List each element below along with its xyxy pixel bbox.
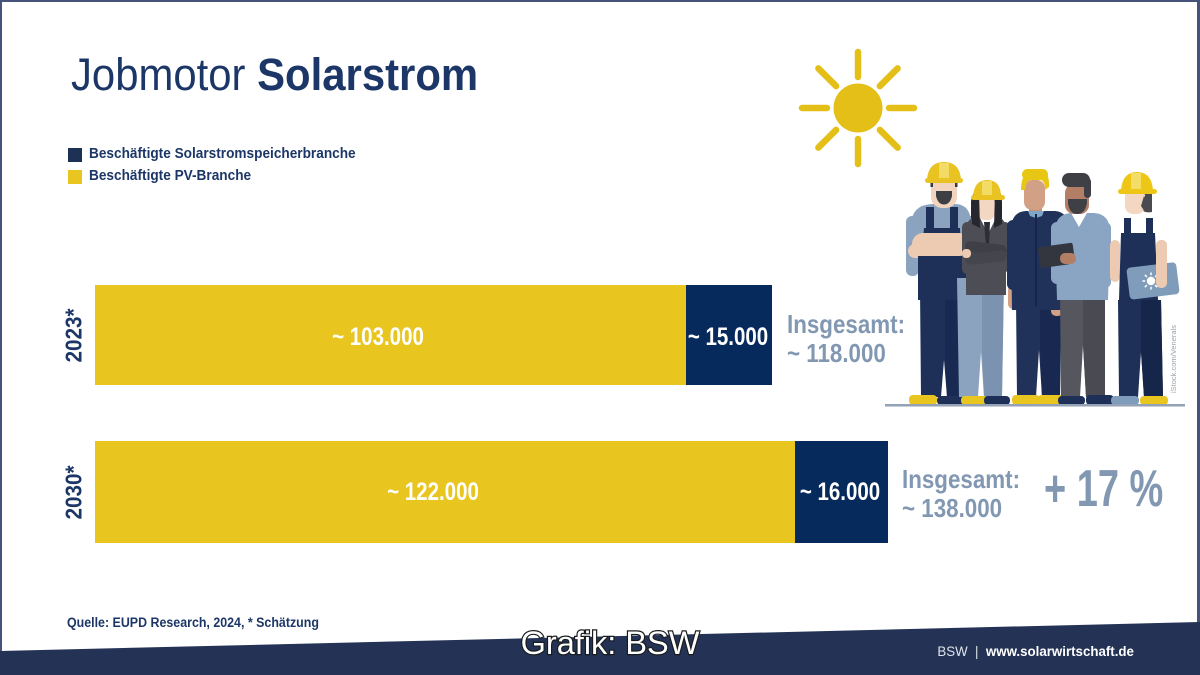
svg-text:Grafik: BSW: Grafik: BSW <box>521 625 700 661</box>
svg-text:iStock.com/Venerals: iStock.com/Venerals <box>1169 325 1178 393</box>
